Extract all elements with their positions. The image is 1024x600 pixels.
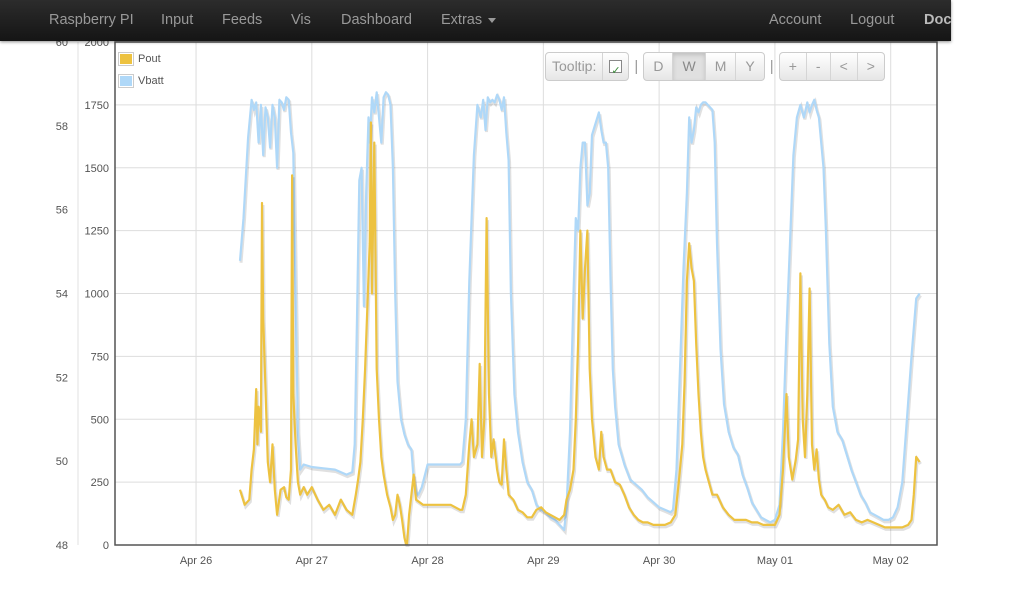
nav-account[interactable]: Account <box>769 12 822 28</box>
nav-input[interactable]: Input <box>161 12 194 28</box>
y-left-tick-label: 250 <box>91 477 109 489</box>
y-left-tick-label: 1500 <box>85 163 109 175</box>
nav-button-group: + - < > <box>778 52 885 81</box>
y-left-tick-label: 1000 <box>85 289 109 301</box>
legend-label-pout: Pout <box>138 53 161 65</box>
y-right-tick-label: 56 <box>56 205 68 217</box>
nav-feeds[interactable]: Feeds <box>222 12 263 28</box>
y-right-tick-label: 54 <box>56 289 68 301</box>
x-tick-label: May 02 <box>873 555 909 567</box>
nav-dashboard[interactable]: Dashboard <box>341 12 412 28</box>
series-line-vbatt <box>238 91 921 532</box>
graph-toolbar: Tooltip: ✓ | D W M Y | + - < > <box>545 52 885 81</box>
y-left-tick-label: 0 <box>103 540 109 552</box>
range-year-button[interactable]: Y <box>745 58 755 74</box>
legend-label-vbatt: Vbatt <box>138 75 164 87</box>
tooltip-label: Tooltip: <box>546 53 604 80</box>
top-navbar: Raspberry PI Input Feeds Vis Dashboard E… <box>0 0 951 41</box>
zoom-in-button[interactable]: + <box>780 53 807 80</box>
x-tick-label: Apr 30 <box>643 555 675 567</box>
tooltip-group: Tooltip: ✓ <box>545 52 630 81</box>
series-lines <box>238 91 922 547</box>
x-axis-ticks: Apr 26 Apr 27 Apr 28 Apr 29 Apr 30 May 01 May … <box>180 555 909 567</box>
y-left-tick-label: 1750 <box>85 100 109 112</box>
series-line-pout <box>238 121 921 545</box>
zoom-out-button[interactable]: - <box>807 53 831 80</box>
range-month-button[interactable]: M <box>706 53 737 80</box>
tooltip-checkbox[interactable]: ✓ <box>609 60 623 77</box>
nav-docs[interactable]: Doc <box>924 12 951 28</box>
legend-swatch-vbatt <box>118 74 134 88</box>
nav-logout[interactable]: Logout <box>850 12 895 28</box>
y-right-tick-label: 58 <box>56 121 68 133</box>
pan-left-button[interactable]: < <box>831 53 858 80</box>
range-week-button[interactable]: W <box>673 53 706 80</box>
legend-item-pout: Pout <box>118 50 174 68</box>
nav-extras-label: Extras <box>441 12 483 28</box>
legend-swatch-pout <box>118 52 134 66</box>
plot-frame <box>114 41 938 546</box>
check-icon: ✓ <box>611 65 621 77</box>
nav-brand[interactable]: Raspberry PI <box>49 12 134 28</box>
y-left-tick-label: 750 <box>91 351 109 363</box>
toolbar-separator: | <box>634 58 639 75</box>
x-tick-label: Apr 27 <box>296 555 328 567</box>
legend-item-vbatt: Vbatt <box>118 72 174 90</box>
y-right-tick-label: 50 <box>56 456 68 468</box>
x-tick-label: Apr 29 <box>527 555 559 567</box>
y-right-tick-label: 48 <box>56 540 68 552</box>
y-right-tick-label: 52 <box>56 372 68 384</box>
grid-lines <box>77 41 937 546</box>
toolbar-separator: | <box>769 58 774 75</box>
range-button-group: D W M Y <box>643 52 765 81</box>
pan-right-button[interactable]: > <box>866 58 875 74</box>
x-tick-label: May 01 <box>757 555 793 567</box>
range-day-button[interactable]: D <box>644 53 674 80</box>
y-left-tick-label: 1250 <box>85 226 109 238</box>
y-left-tick-label: 500 <box>91 414 109 426</box>
x-tick-label: Apr 26 <box>180 555 212 567</box>
nav-extras-dropdown[interactable]: Extras <box>441 0 497 41</box>
chart-legend: Pout Vbatt <box>118 50 174 94</box>
tooltip-toggle[interactable]: ✓ <box>603 53 628 80</box>
x-tick-label: Apr 28 <box>411 555 443 567</box>
caret-down-icon <box>488 17 497 23</box>
nav-vis[interactable]: Vis <box>291 12 311 28</box>
